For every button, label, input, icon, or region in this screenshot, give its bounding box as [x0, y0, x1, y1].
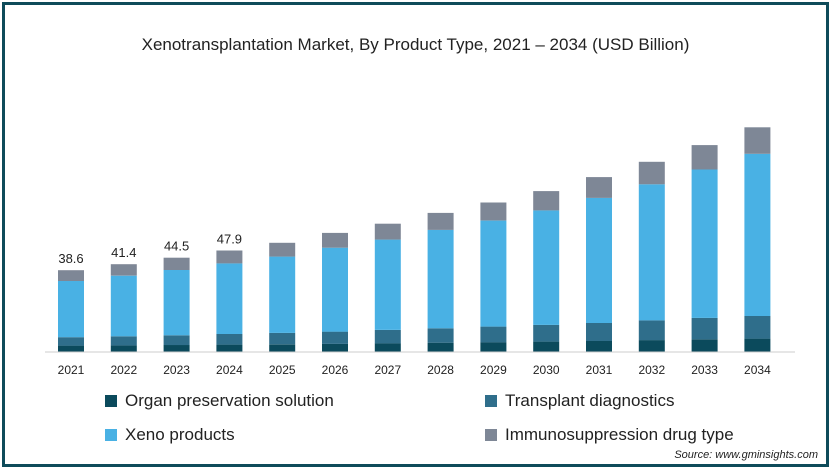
- bar-segment: [691, 169, 718, 318]
- bar-segment: [110, 345, 137, 352]
- legend-label: Immunosuppression drug type: [505, 425, 734, 444]
- bar-segment: [533, 324, 560, 342]
- x-tick-label: 2024: [216, 363, 243, 377]
- bar-segment: [163, 335, 190, 346]
- chart-title: Xenotransplantation Market, By Product T…: [141, 35, 690, 54]
- x-tick-label: 2022: [110, 363, 137, 377]
- bar-segment: [110, 275, 137, 337]
- x-tick-label: 2033: [691, 363, 718, 377]
- bar-segment: [269, 344, 296, 352]
- bar-segment: [216, 334, 243, 345]
- x-tick-label: 2028: [427, 363, 454, 377]
- legend-swatch: [105, 395, 117, 407]
- bar-segment: [744, 153, 771, 316]
- x-tick-label: 2026: [322, 363, 349, 377]
- bar-segment: [58, 337, 84, 346]
- x-tick-label: 2029: [480, 363, 507, 377]
- bar-segment: [586, 341, 612, 352]
- legend-swatch: [485, 429, 497, 441]
- bar-segment: [586, 177, 612, 198]
- bar-segment: [374, 343, 401, 352]
- bar-segment: [374, 330, 401, 344]
- bar-segment: [374, 223, 401, 240]
- bar-segment: [110, 264, 137, 276]
- data-label: 44.5: [164, 239, 189, 254]
- bar-segment: [322, 343, 348, 352]
- bar-segment: [586, 323, 612, 341]
- bar-segment: [480, 342, 507, 352]
- x-tick-label: 2031: [586, 363, 613, 377]
- bar-segment: [638, 320, 665, 341]
- data-label: 47.9: [217, 232, 242, 247]
- bar-segment: [427, 229, 454, 329]
- bar-segment: [533, 210, 560, 325]
- legend-item-immunosuppression: Immunosuppression drug type: [485, 425, 734, 445]
- x-tick-label: 2030: [533, 363, 560, 377]
- x-tick-label: 2021: [58, 363, 85, 377]
- legend-swatch: [105, 429, 117, 441]
- bar-segment: [691, 145, 718, 170]
- bar-segment: [533, 191, 560, 211]
- bar-segment: [58, 270, 84, 281]
- bar-segment: [322, 331, 348, 344]
- x-tick-label: 2034: [744, 363, 771, 377]
- bar-segment: [638, 161, 665, 185]
- bar-segment: [163, 257, 190, 270]
- x-tick-label: 2025: [269, 363, 296, 377]
- bar-segment: [533, 341, 560, 352]
- bar-segment: [216, 344, 243, 352]
- x-tick-label: 2023: [163, 363, 190, 377]
- bar-segment: [110, 336, 137, 346]
- legend-swatch: [485, 395, 497, 407]
- legend-label: Transplant diagnostics: [505, 391, 675, 410]
- legend-label: Xeno products: [125, 425, 235, 444]
- bar-segment: [480, 220, 507, 327]
- bar-segment: [480, 202, 507, 221]
- x-tick-label: 2032: [638, 363, 665, 377]
- bar-segment: [216, 250, 243, 264]
- x-tick-label: 2027: [374, 363, 401, 377]
- bar-segment: [269, 332, 296, 345]
- bar-segment: [480, 326, 507, 343]
- data-label: 41.4: [111, 245, 136, 260]
- bar-segment: [744, 127, 771, 154]
- data-label: 38.6: [58, 251, 83, 266]
- bar-segment: [216, 263, 243, 334]
- bar-segment: [691, 339, 718, 352]
- bar-segment: [691, 317, 718, 340]
- bar-segment: [58, 281, 84, 338]
- bar-segment: [427, 328, 454, 343]
- legend-item-xeno-products: Xeno products: [105, 425, 235, 445]
- bar-segment: [322, 247, 348, 332]
- bar-segment: [427, 342, 454, 352]
- bar-segment: [586, 197, 612, 323]
- bar-segment: [638, 340, 665, 352]
- bar-segment: [374, 239, 401, 330]
- bar-chart: 38.6 41.4 44.5 47.9 2021 2022 2023 2024 2025 202…: [45, 127, 795, 377]
- bar-segment: [427, 212, 454, 230]
- bar-segment: [744, 316, 771, 339]
- bar-segment: [269, 242, 296, 257]
- bar-segment: [322, 232, 348, 248]
- legend-label: Organ preservation solution: [125, 391, 334, 410]
- bar-segment: [638, 184, 665, 321]
- bar-segment: [269, 256, 296, 333]
- bar-segment: [58, 345, 84, 352]
- bar-segment: [744, 338, 771, 352]
- legend-item-transplant-diagnostics: Transplant diagnostics: [485, 391, 674, 411]
- legend-item-organ-preservation: Organ preservation solution: [105, 391, 334, 411]
- source-note: Source: www.gminsights.com: [674, 449, 818, 461]
- bar-segment: [163, 270, 190, 336]
- bar-segment: [163, 345, 190, 352]
